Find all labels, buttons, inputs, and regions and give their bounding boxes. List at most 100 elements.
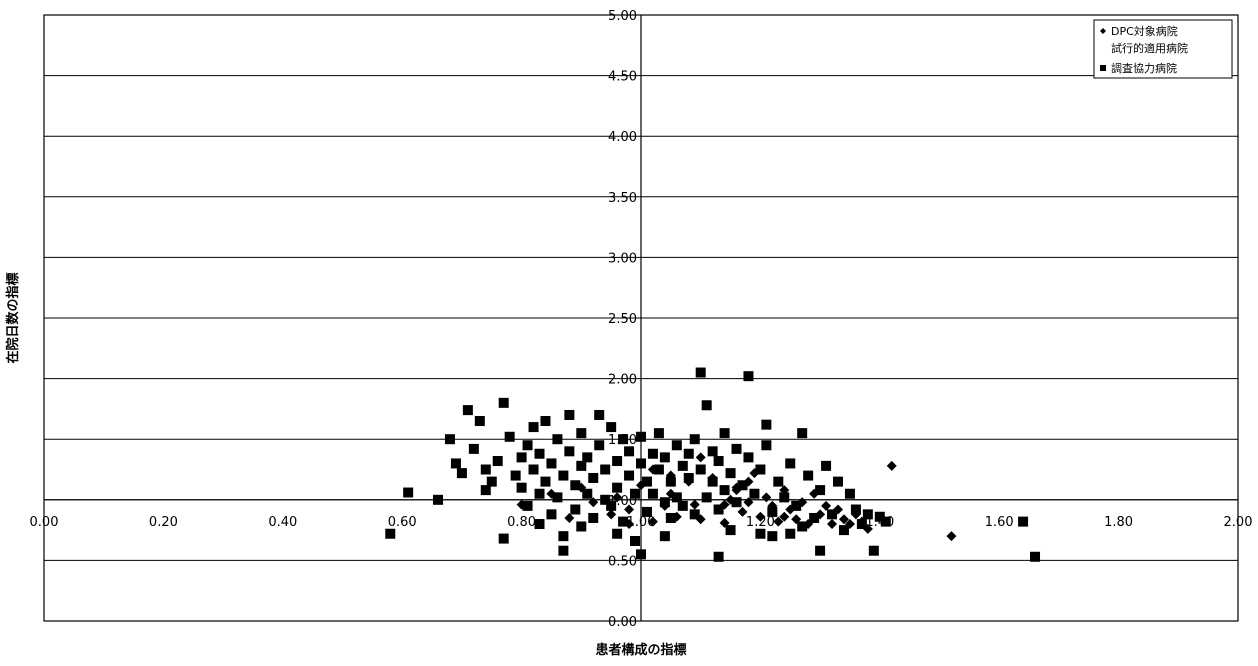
survey-point (880, 516, 891, 527)
survey-point (582, 452, 593, 463)
survey-point (558, 545, 569, 556)
y-tick-label: 5.00 (608, 9, 637, 24)
survey-point (594, 440, 605, 451)
survey-point (456, 468, 467, 479)
survey-point (498, 533, 509, 544)
survey-point (576, 460, 587, 471)
survey-point (558, 470, 569, 481)
survey-point (588, 512, 599, 523)
survey-point (749, 488, 760, 499)
data-points (385, 367, 1041, 562)
survey-point (713, 551, 724, 562)
survey-point (444, 434, 455, 445)
dpc-point (647, 516, 658, 527)
survey-point (612, 482, 623, 493)
survey-point (683, 472, 694, 483)
dpc-point (755, 511, 766, 522)
x-axis-label: 患者構成の指標 (595, 642, 686, 658)
dpc-point (624, 504, 635, 515)
dpc-point (737, 506, 748, 517)
dpc-point (588, 497, 599, 508)
survey-point (689, 509, 700, 520)
y-tick-label: 2.00 (608, 373, 637, 388)
survey-point (630, 536, 641, 547)
survey-point (600, 464, 611, 475)
survey-point (576, 521, 587, 532)
survey-point (689, 434, 700, 445)
survey-point (809, 512, 820, 523)
y-tick-label: 0.50 (608, 554, 637, 569)
survey-point (725, 525, 736, 536)
survey-point (534, 448, 545, 459)
legend-label-trial: 試行的適用病院 (1111, 41, 1188, 55)
dpc-point (606, 509, 617, 520)
survey-point (677, 500, 688, 511)
survey-point (564, 409, 575, 420)
survey-point (707, 446, 718, 457)
y-tick-label: 1.00 (608, 494, 637, 509)
x-tick-label: 1.40 (865, 515, 894, 530)
survey-point (480, 485, 491, 496)
survey-point (528, 464, 539, 475)
survey-point (450, 458, 461, 469)
x-tick-label: 1.00 (627, 515, 656, 530)
survey-point (815, 545, 826, 556)
survey-point (606, 500, 617, 511)
survey-point (636, 458, 646, 469)
dpc-point (946, 531, 957, 542)
survey-point (671, 440, 682, 451)
survey-point (701, 400, 712, 411)
survey-point (653, 428, 664, 439)
survey-point (797, 521, 808, 532)
legend: DPC対象病院 試行的適用病院 調査協力病院 (1093, 19, 1233, 79)
survey-point (630, 488, 641, 499)
survey-point (546, 509, 557, 520)
survey-point (659, 497, 670, 508)
survey-point (403, 487, 414, 498)
survey-point (862, 509, 873, 520)
survey-point (695, 464, 706, 475)
survey-point (570, 504, 581, 515)
survey-point (844, 488, 855, 499)
survey-point (761, 440, 772, 451)
survey-point (791, 500, 802, 511)
survey-point (540, 416, 551, 427)
survey-point (433, 494, 444, 505)
dpc-point (827, 519, 838, 530)
dpc-point (612, 492, 623, 503)
survey-point (665, 476, 676, 487)
survey-point (618, 516, 629, 527)
tick-labels: 0.00 0.20 0.40 0.60 0.80 1.00 1.20 1.40 1.60 1.80… (30, 9, 1253, 630)
survey-point (767, 506, 778, 517)
survey-point (850, 504, 861, 515)
survey-point (1030, 551, 1041, 562)
survey-point (701, 492, 712, 503)
survey-point (540, 476, 551, 487)
legend-box (1093, 19, 1233, 79)
survey-point (564, 446, 575, 457)
survey-point (737, 480, 748, 491)
survey-point (606, 422, 617, 433)
survey-point (856, 519, 867, 530)
survey-point (624, 470, 635, 481)
dpc-point (779, 511, 790, 522)
survey-point (821, 460, 832, 471)
survey-point (731, 443, 742, 454)
x-tick-label: 1.20 (746, 515, 775, 530)
survey-point (797, 428, 808, 439)
survey-point (785, 458, 796, 469)
survey-point (833, 476, 844, 487)
survey-point (624, 446, 635, 457)
survey-point (743, 452, 754, 463)
x-tick-label: 2.00 (1224, 515, 1253, 530)
survey-point (522, 500, 533, 511)
survey-point (647, 488, 658, 499)
survey-point (665, 512, 676, 523)
dpc-point (886, 460, 897, 471)
survey-point (731, 497, 742, 508)
survey-point (498, 397, 509, 408)
survey-point (641, 476, 652, 487)
survey-point (761, 419, 772, 430)
